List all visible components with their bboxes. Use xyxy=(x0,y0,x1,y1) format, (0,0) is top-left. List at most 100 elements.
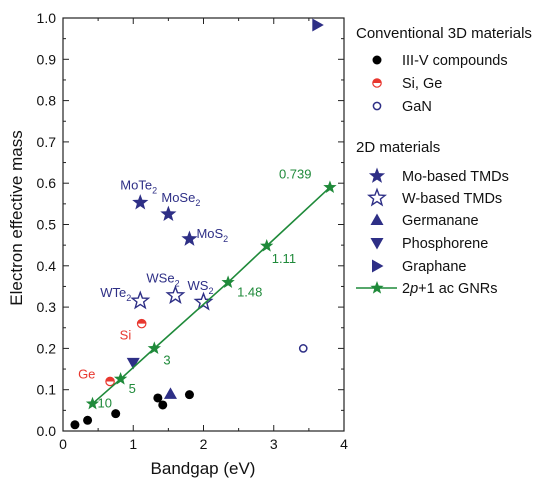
annotation-subscript: 2 xyxy=(195,198,200,208)
legend-label-part: 2 xyxy=(402,281,410,297)
legend-marker xyxy=(372,259,384,273)
annotation-subscript: 2 xyxy=(223,234,228,244)
annotation-text: WTe xyxy=(100,285,126,300)
data-point-w xyxy=(165,285,186,305)
data-point-gnr xyxy=(147,341,161,355)
data-marks xyxy=(70,18,337,430)
annotation-text: MoS xyxy=(196,226,223,241)
series-mo xyxy=(132,194,198,246)
annotation-text: MoTe xyxy=(120,178,152,193)
data-point-gnr xyxy=(260,238,274,252)
data-point-iiiv xyxy=(184,390,194,400)
legend-marker xyxy=(372,55,382,65)
legend-label: GaN xyxy=(402,99,432,115)
annotation-text: WS xyxy=(188,278,209,293)
legend-entry-phosphorene: Phosphorene xyxy=(370,236,488,252)
annotation-text: 5 xyxy=(129,381,136,396)
legend-label: Graphane xyxy=(402,259,467,275)
data-point-mo xyxy=(132,194,149,210)
legend-label: Si, Ge xyxy=(402,76,442,92)
y-tick-label: 0.3 xyxy=(37,299,57,315)
data-point-iiiv xyxy=(70,420,80,430)
legend-entry-mo: Mo-based TMDs xyxy=(368,167,509,185)
legend-label: Phosphorene xyxy=(402,236,488,252)
legend-marker-half xyxy=(372,78,382,83)
annotation-mote: MoTe2 xyxy=(120,178,157,196)
data-point-mo xyxy=(160,205,177,222)
axes: 0 1 2 3 4 0.0 0.1 0.2 0.3 0.4 0.5 0.6 0.7 0.8 0.9 1.0 xyxy=(37,10,349,452)
series-gnr xyxy=(85,180,337,410)
legend-entry-gnr: 2p+1 ac GNRs xyxy=(356,281,498,297)
legend-marker xyxy=(367,187,387,207)
gnr-trend-line xyxy=(91,186,331,405)
x-tick-label: 0 xyxy=(59,436,67,452)
legend-marker xyxy=(372,101,382,111)
annotation-0-739: 0.739 xyxy=(279,166,312,181)
data-point-germanane xyxy=(163,387,177,399)
y-tick-label: 0.0 xyxy=(37,423,57,439)
series-phosphorene xyxy=(126,357,140,370)
annotation-wse: WSe2 xyxy=(146,271,179,289)
series-graphane xyxy=(312,18,324,32)
data-point-sige xyxy=(136,318,147,329)
legend-label: 2p+1 ac GNRs xyxy=(402,281,498,297)
y-tick-label: 0.7 xyxy=(37,134,57,150)
y-tick-label: 1.0 xyxy=(37,10,57,26)
annotation-text: Si xyxy=(120,328,132,343)
data-point-w xyxy=(130,290,151,310)
legend-marker xyxy=(370,238,384,250)
legend-entry-germanane: Germanane xyxy=(370,213,479,229)
data-point-mo xyxy=(181,230,198,246)
annotation-text: 0.739 xyxy=(279,166,312,181)
y-tick-label: 0.5 xyxy=(37,217,57,233)
data-point-iiiv xyxy=(111,409,121,419)
legend-label: W-based TMDs xyxy=(402,191,502,207)
annotation-subscript: 2 xyxy=(152,186,157,196)
annotation-text: 10 xyxy=(98,396,112,411)
y-tick-label: 0.6 xyxy=(37,175,57,191)
legend-group1-title: Conventional 3D materials xyxy=(356,25,532,42)
annotation-ge: Ge xyxy=(78,366,95,381)
x-tick-label: 3 xyxy=(270,436,278,452)
annotation-text: WSe xyxy=(146,271,174,286)
legend-entry-gan: GaN xyxy=(372,99,432,115)
annotation-text: Ge xyxy=(78,366,95,381)
legend-entry-graphane: Graphane xyxy=(372,259,467,275)
series-sige xyxy=(105,318,147,387)
data-point-gnr xyxy=(85,396,100,410)
annotation-5: 5 xyxy=(129,381,136,396)
annotation-text: MoSe xyxy=(161,190,195,205)
x-tick-label: 2 xyxy=(200,436,208,452)
legend-label-part: +1 ac GNRs xyxy=(418,281,497,297)
annotation-wte: WTe2 xyxy=(100,285,131,303)
y-tick-label: 0.2 xyxy=(37,340,57,356)
x-tick-label: 1 xyxy=(129,436,137,452)
annotation-subscript: 2 xyxy=(208,286,213,296)
legend-group2-title: 2D materials xyxy=(356,139,440,156)
annotation-subscript: 2 xyxy=(126,293,131,303)
annotation-mose: MoSe2 xyxy=(161,190,200,208)
annotation-1-11: 1.11 xyxy=(272,251,296,266)
data-point-sige xyxy=(105,376,115,387)
legend-entry-sige: Si, Ge xyxy=(372,76,442,92)
annotation-ws: WS2 xyxy=(188,278,214,296)
data-point-gnr xyxy=(323,180,337,193)
legend-label: III-V compounds xyxy=(402,53,508,69)
annotation-subscript: 2 xyxy=(175,279,180,289)
y-axis-label: Electron effective mass xyxy=(7,130,26,305)
data-point-iiiv xyxy=(158,400,168,410)
legend-marker xyxy=(372,78,382,88)
x-tick-label: 4 xyxy=(340,436,348,452)
annotation-10: 10 xyxy=(98,396,112,411)
data-point-iiiv xyxy=(83,415,93,425)
legend-marker xyxy=(370,281,384,294)
series-germanane xyxy=(163,387,177,399)
series-gan xyxy=(298,344,308,353)
annotation-text: 3 xyxy=(163,352,170,367)
x-axis-label: Bandgap (eV) xyxy=(151,459,256,478)
annotation-si: Si xyxy=(120,328,132,343)
plot-frame xyxy=(62,17,345,432)
data-point-iiiv xyxy=(153,393,163,403)
